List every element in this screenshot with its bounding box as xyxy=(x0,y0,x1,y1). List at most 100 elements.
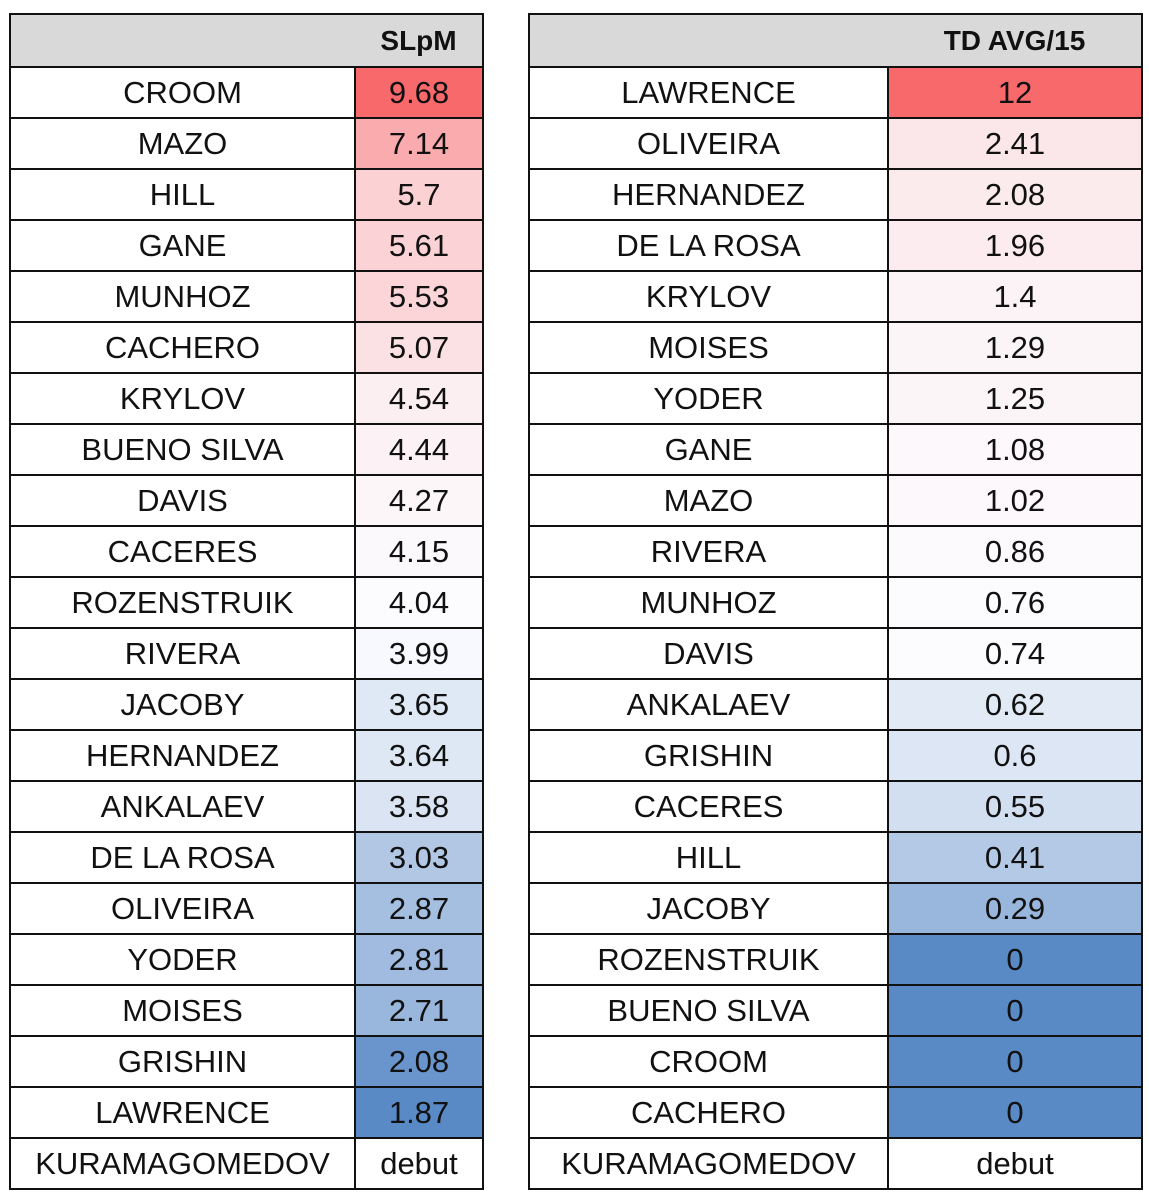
stat-value-cell: 7.14 xyxy=(354,117,484,170)
table-row: LAWRENCE 12 xyxy=(528,66,1143,119)
table-row: GRISHIN 2.08 xyxy=(9,1035,484,1088)
fighter-name-cell: ANKALAEV xyxy=(528,678,889,731)
stat-value-cell: 1.4 xyxy=(887,270,1143,323)
fighter-name-cell: LAWRENCE xyxy=(528,66,889,119)
stat-value-cell: 4.04 xyxy=(354,576,484,629)
fighter-name-cell: MOISES xyxy=(528,321,889,374)
stat-value-cell: 5.07 xyxy=(354,321,484,374)
table-row: DE LA ROSA 1.96 xyxy=(528,219,1143,272)
table-row: CROOM 0 xyxy=(528,1035,1143,1088)
stat-value-cell: 2.87 xyxy=(354,882,484,935)
table-row: KURAMAGOMEDOV debut xyxy=(9,1137,484,1190)
table-row: YODER 1.25 xyxy=(528,372,1143,425)
table-row: HERNANDEZ 2.08 xyxy=(528,168,1143,221)
table-row: KRYLOV 4.54 xyxy=(9,372,484,425)
fighter-name-cell: MOISES xyxy=(9,984,356,1037)
fighter-column-header xyxy=(528,13,888,68)
table-row: MOISES 2.71 xyxy=(9,984,484,1037)
fighter-name-cell: KURAMAGOMEDOV xyxy=(9,1137,356,1190)
table-row: BUENO SILVA 0 xyxy=(528,984,1143,1037)
table-row: HILL 5.7 xyxy=(9,168,484,221)
table-row: MUNHOZ 5.53 xyxy=(9,270,484,323)
fighter-name-cell: CACERES xyxy=(9,525,356,578)
stat-value-cell: 4.44 xyxy=(354,423,484,476)
stat-value-cell: 2.81 xyxy=(354,933,484,986)
table-row: OLIVEIRA 2.87 xyxy=(9,882,484,935)
fighter-name-cell: CACHERO xyxy=(528,1086,889,1139)
fighter-name-cell: KURAMAGOMEDOV xyxy=(528,1137,889,1190)
stat-value-cell: 2.41 xyxy=(887,117,1143,170)
stat-value-cell: 2.71 xyxy=(354,984,484,1037)
stat-value-cell: 4.54 xyxy=(354,372,484,425)
fighter-name-cell: RIVERA xyxy=(9,627,356,680)
stat-value-cell: 0.41 xyxy=(887,831,1143,884)
fighter-name-cell: CACERES xyxy=(528,780,889,833)
stat-value-cell: debut xyxy=(354,1137,484,1190)
fighter-name-cell: OLIVEIRA xyxy=(9,882,356,935)
table-row: ANKALAEV 0.62 xyxy=(528,678,1143,731)
table-row: CACHERO 0 xyxy=(528,1086,1143,1139)
stat-value-cell: 1.96 xyxy=(887,219,1143,272)
fighter-name-cell: MAZO xyxy=(9,117,356,170)
fighter-name-cell: DAVIS xyxy=(9,474,356,527)
fighter-name-cell: JACOBY xyxy=(528,882,889,935)
fighter-name-cell: HERNANDEZ xyxy=(528,168,889,221)
stat-value-cell: 0.55 xyxy=(887,780,1143,833)
stat-value-cell: 5.7 xyxy=(354,168,484,221)
stat-value-cell: 0.76 xyxy=(887,576,1143,629)
fighter-name-cell: ROZENSTRUIK xyxy=(9,576,356,629)
table-row: MAZO 7.14 xyxy=(9,117,484,170)
stat-value-cell: 3.03 xyxy=(354,831,484,884)
table-row: MAZO 1.02 xyxy=(528,474,1143,527)
table-row: MUNHOZ 0.76 xyxy=(528,576,1143,629)
fighter-name-cell: HILL xyxy=(528,831,889,884)
stat-value-cell: 1.02 xyxy=(887,474,1143,527)
stat-value-cell: 4.27 xyxy=(354,474,484,527)
fighter-name-cell: GANE xyxy=(528,423,889,476)
table-row: GRISHIN 0.6 xyxy=(528,729,1143,782)
fighter-name-cell: DE LA ROSA xyxy=(9,831,356,884)
table-row: GANE 5.61 xyxy=(9,219,484,272)
fighter-name-cell: MUNHOZ xyxy=(9,270,356,323)
fighter-name-cell: YODER xyxy=(9,933,356,986)
table-row: JACOBY 0.29 xyxy=(528,882,1143,935)
stat-value-cell: debut xyxy=(887,1137,1143,1190)
table-row: CACERES 0.55 xyxy=(528,780,1143,833)
stat-value-cell: 1.08 xyxy=(887,423,1143,476)
fighter-name-cell: HILL xyxy=(9,168,356,221)
stat-value-cell: 2.08 xyxy=(354,1035,484,1088)
table-row: KRYLOV 1.4 xyxy=(528,270,1143,323)
table-row: GANE 1.08 xyxy=(528,423,1143,476)
fighter-name-cell: CACHERO xyxy=(9,321,356,374)
table-row: MOISES 1.29 xyxy=(528,321,1143,374)
stat-value-cell: 3.58 xyxy=(354,780,484,833)
stat-value-cell: 0 xyxy=(887,984,1143,1037)
table-row: ROZENSTRUIK 0 xyxy=(528,933,1143,986)
fighter-name-cell: HERNANDEZ xyxy=(9,729,356,782)
table-row: HERNANDEZ 3.64 xyxy=(9,729,484,782)
table-row: OLIVEIRA 2.41 xyxy=(528,117,1143,170)
table-row: DAVIS 4.27 xyxy=(9,474,484,527)
table-row: BUENO SILVA 4.44 xyxy=(9,423,484,476)
slpm-table: SLpM CROOM 9.68 MAZO 7.14 HILL 5.7 GANE 5.61 MUN… xyxy=(9,13,484,1190)
table-row: HILL 0.41 xyxy=(528,831,1143,884)
stat-value-cell: 0.6 xyxy=(887,729,1143,782)
table-row: LAWRENCE 1.87 xyxy=(9,1086,484,1139)
table-header-row: SLpM xyxy=(9,13,484,68)
stat-value-cell: 0 xyxy=(887,1035,1143,1088)
fighter-name-cell: BUENO SILVA xyxy=(528,984,889,1037)
slpm-column-header: SLpM xyxy=(355,13,484,68)
fighter-name-cell: MAZO xyxy=(528,474,889,527)
stat-value-cell: 2.08 xyxy=(887,168,1143,221)
fighter-name-cell: DE LA ROSA xyxy=(528,219,889,272)
fighter-name-cell: YODER xyxy=(528,372,889,425)
fighter-name-cell: JACOBY xyxy=(9,678,356,731)
table-header-row: TD AVG/15 xyxy=(528,13,1143,68)
table-row: ROZENSTRUIK 4.04 xyxy=(9,576,484,629)
fighter-name-cell: KRYLOV xyxy=(9,372,356,425)
stat-value-cell: 0.86 xyxy=(887,525,1143,578)
stat-value-cell: 1.87 xyxy=(354,1086,484,1139)
stat-value-cell: 5.61 xyxy=(354,219,484,272)
stat-value-cell: 0.29 xyxy=(887,882,1143,935)
table-row: RIVERA 0.86 xyxy=(528,525,1143,578)
